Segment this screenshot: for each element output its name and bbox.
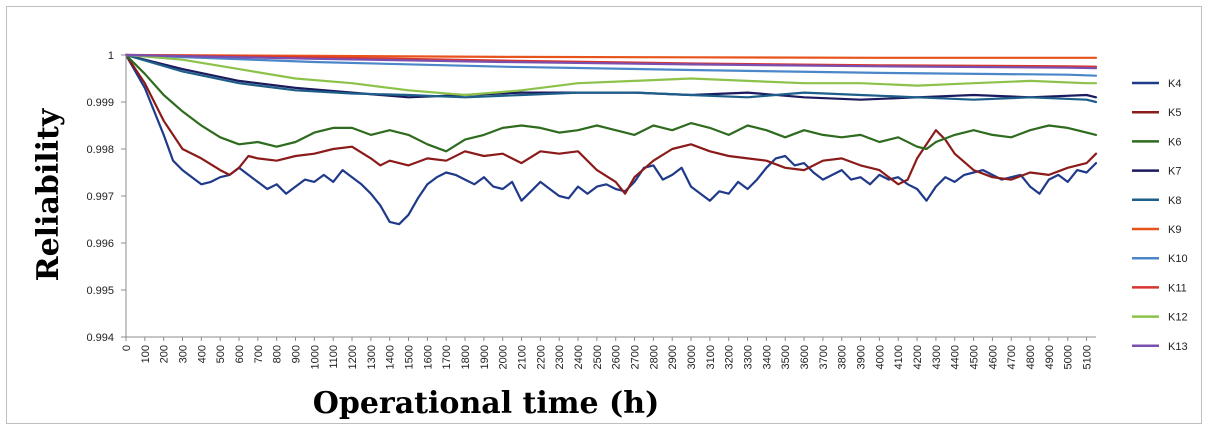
legend-label-k4: K4 [1168,78,1181,90]
series-line-k9 [124,53,1098,59]
legend-label-k6: K6 [1168,136,1181,148]
x-tick-label: 3500 [780,345,792,369]
x-tick-label: 5000 [1063,345,1075,369]
axes [125,55,1096,338]
x-tick-label: 2900 [667,345,679,369]
y-tick-label: 0.996 [86,238,114,250]
x-tick-label: 1200 [347,345,359,369]
series-line-k13 [124,53,1098,70]
x-tick-label: 3400 [761,345,773,369]
x-tick-label: 1600 [422,345,434,369]
x-tick-label: 4900 [1044,345,1056,369]
legend-label-k5: K5 [1168,107,1181,119]
x-tick-label: 3300 [743,345,755,369]
x-tick-label: 3800 [837,345,849,369]
legend: K4 K5 K6 K7 K8 K9 K10 K11 K12 K13 [1132,78,1188,353]
x-tick-label: 1000 [309,345,321,369]
x-tick-label: 300 [178,345,190,363]
x-tick-label: 3100 [705,345,717,369]
x-tick-label: 1900 [479,345,491,369]
x-tick-label: 0 [121,345,133,351]
x-tick-label: 2300 [554,345,566,369]
x-tick-label: 100 [140,345,152,363]
x-tick-label: 3600 [799,345,811,369]
x-tick-label: 1800 [460,345,472,369]
y-tick-label: 0.999 [86,97,114,109]
x-tick-label: 2000 [498,345,510,369]
y-tick-label: 1 [108,50,114,62]
x-tick-label: 600 [234,345,246,363]
x-tick-label: 1300 [366,345,378,369]
series-line-k12 [124,53,1098,97]
x-tick-label: 2200 [535,345,547,369]
legend-label-k10: K10 [1168,253,1188,265]
x-tick-label: 400 [196,345,208,363]
x-tick-label: 5100 [1082,345,1094,369]
x-tick-label: 1700 [441,345,453,369]
x-tick-label: 4600 [987,345,999,369]
x-tick-label: 800 [272,345,284,363]
x-tick-label: 200 [159,345,171,363]
x-tick-label: 2800 [648,345,660,369]
series-line-k6 [124,53,1098,153]
legend-label-k12: K12 [1168,312,1188,324]
legend-label-k11: K11 [1168,282,1187,294]
x-tick-label: 2100 [517,345,529,369]
series-line-k8 [124,53,1098,104]
x-tick-label: 500 [215,345,227,363]
x-tick-label: 1400 [385,345,397,369]
x-tick-label: 4800 [1025,345,1037,369]
x-tick-label: 3000 [686,345,698,369]
y-tick-label: 0.994 [86,332,114,344]
series-line-k10 [124,53,1098,77]
x-tick-label: 1100 [328,345,340,369]
x-tick-label: 4000 [874,345,886,369]
x-tick-label: 3900 [856,345,868,369]
series-line-k4 [124,53,1098,226]
y-tick-label: 0.998 [86,144,114,156]
x-tick-label: 2500 [592,345,604,369]
x-tick-label: 1500 [404,345,416,369]
x-tick-label: 3200 [724,345,736,369]
legend-label-k9: K9 [1168,224,1181,236]
x-tick-label: 2600 [611,345,623,369]
x-tick-label: 4700 [1006,345,1018,369]
legend-label-k13: K13 [1168,341,1188,353]
y-tick-label: 0.997 [86,191,114,203]
x-axis-label: Operational time (h) [313,386,660,421]
y-ticks: 0.994 0.995 0.996 0.997 0.998 0.999 1 [86,50,126,344]
x-tick-label: 2400 [573,345,585,369]
series-line-k5 [124,53,1098,195]
y-tick-label: 0.995 [86,285,114,297]
x-tick-label: 4300 [931,345,943,369]
plot-lines [124,53,1098,226]
x-tick-label: 4100 [893,345,905,369]
legend-label-k7: K7 [1168,166,1181,178]
x-tick-label: 4500 [969,345,981,369]
legend-label-k8: K8 [1168,195,1181,207]
x-tick-label: 900 [291,345,303,363]
x-tick-label: 700 [253,345,265,363]
x-tick-label: 2700 [630,345,642,369]
x-tick-label: 4400 [950,345,962,369]
x-ticks: 0 100 200 300 400 500 600 700 800 900 1000 1100 1200… [121,337,1094,369]
y-axis-label: Reliability [31,107,66,281]
x-tick-label: 3700 [818,345,830,369]
x-tick-label: 4200 [912,345,924,369]
